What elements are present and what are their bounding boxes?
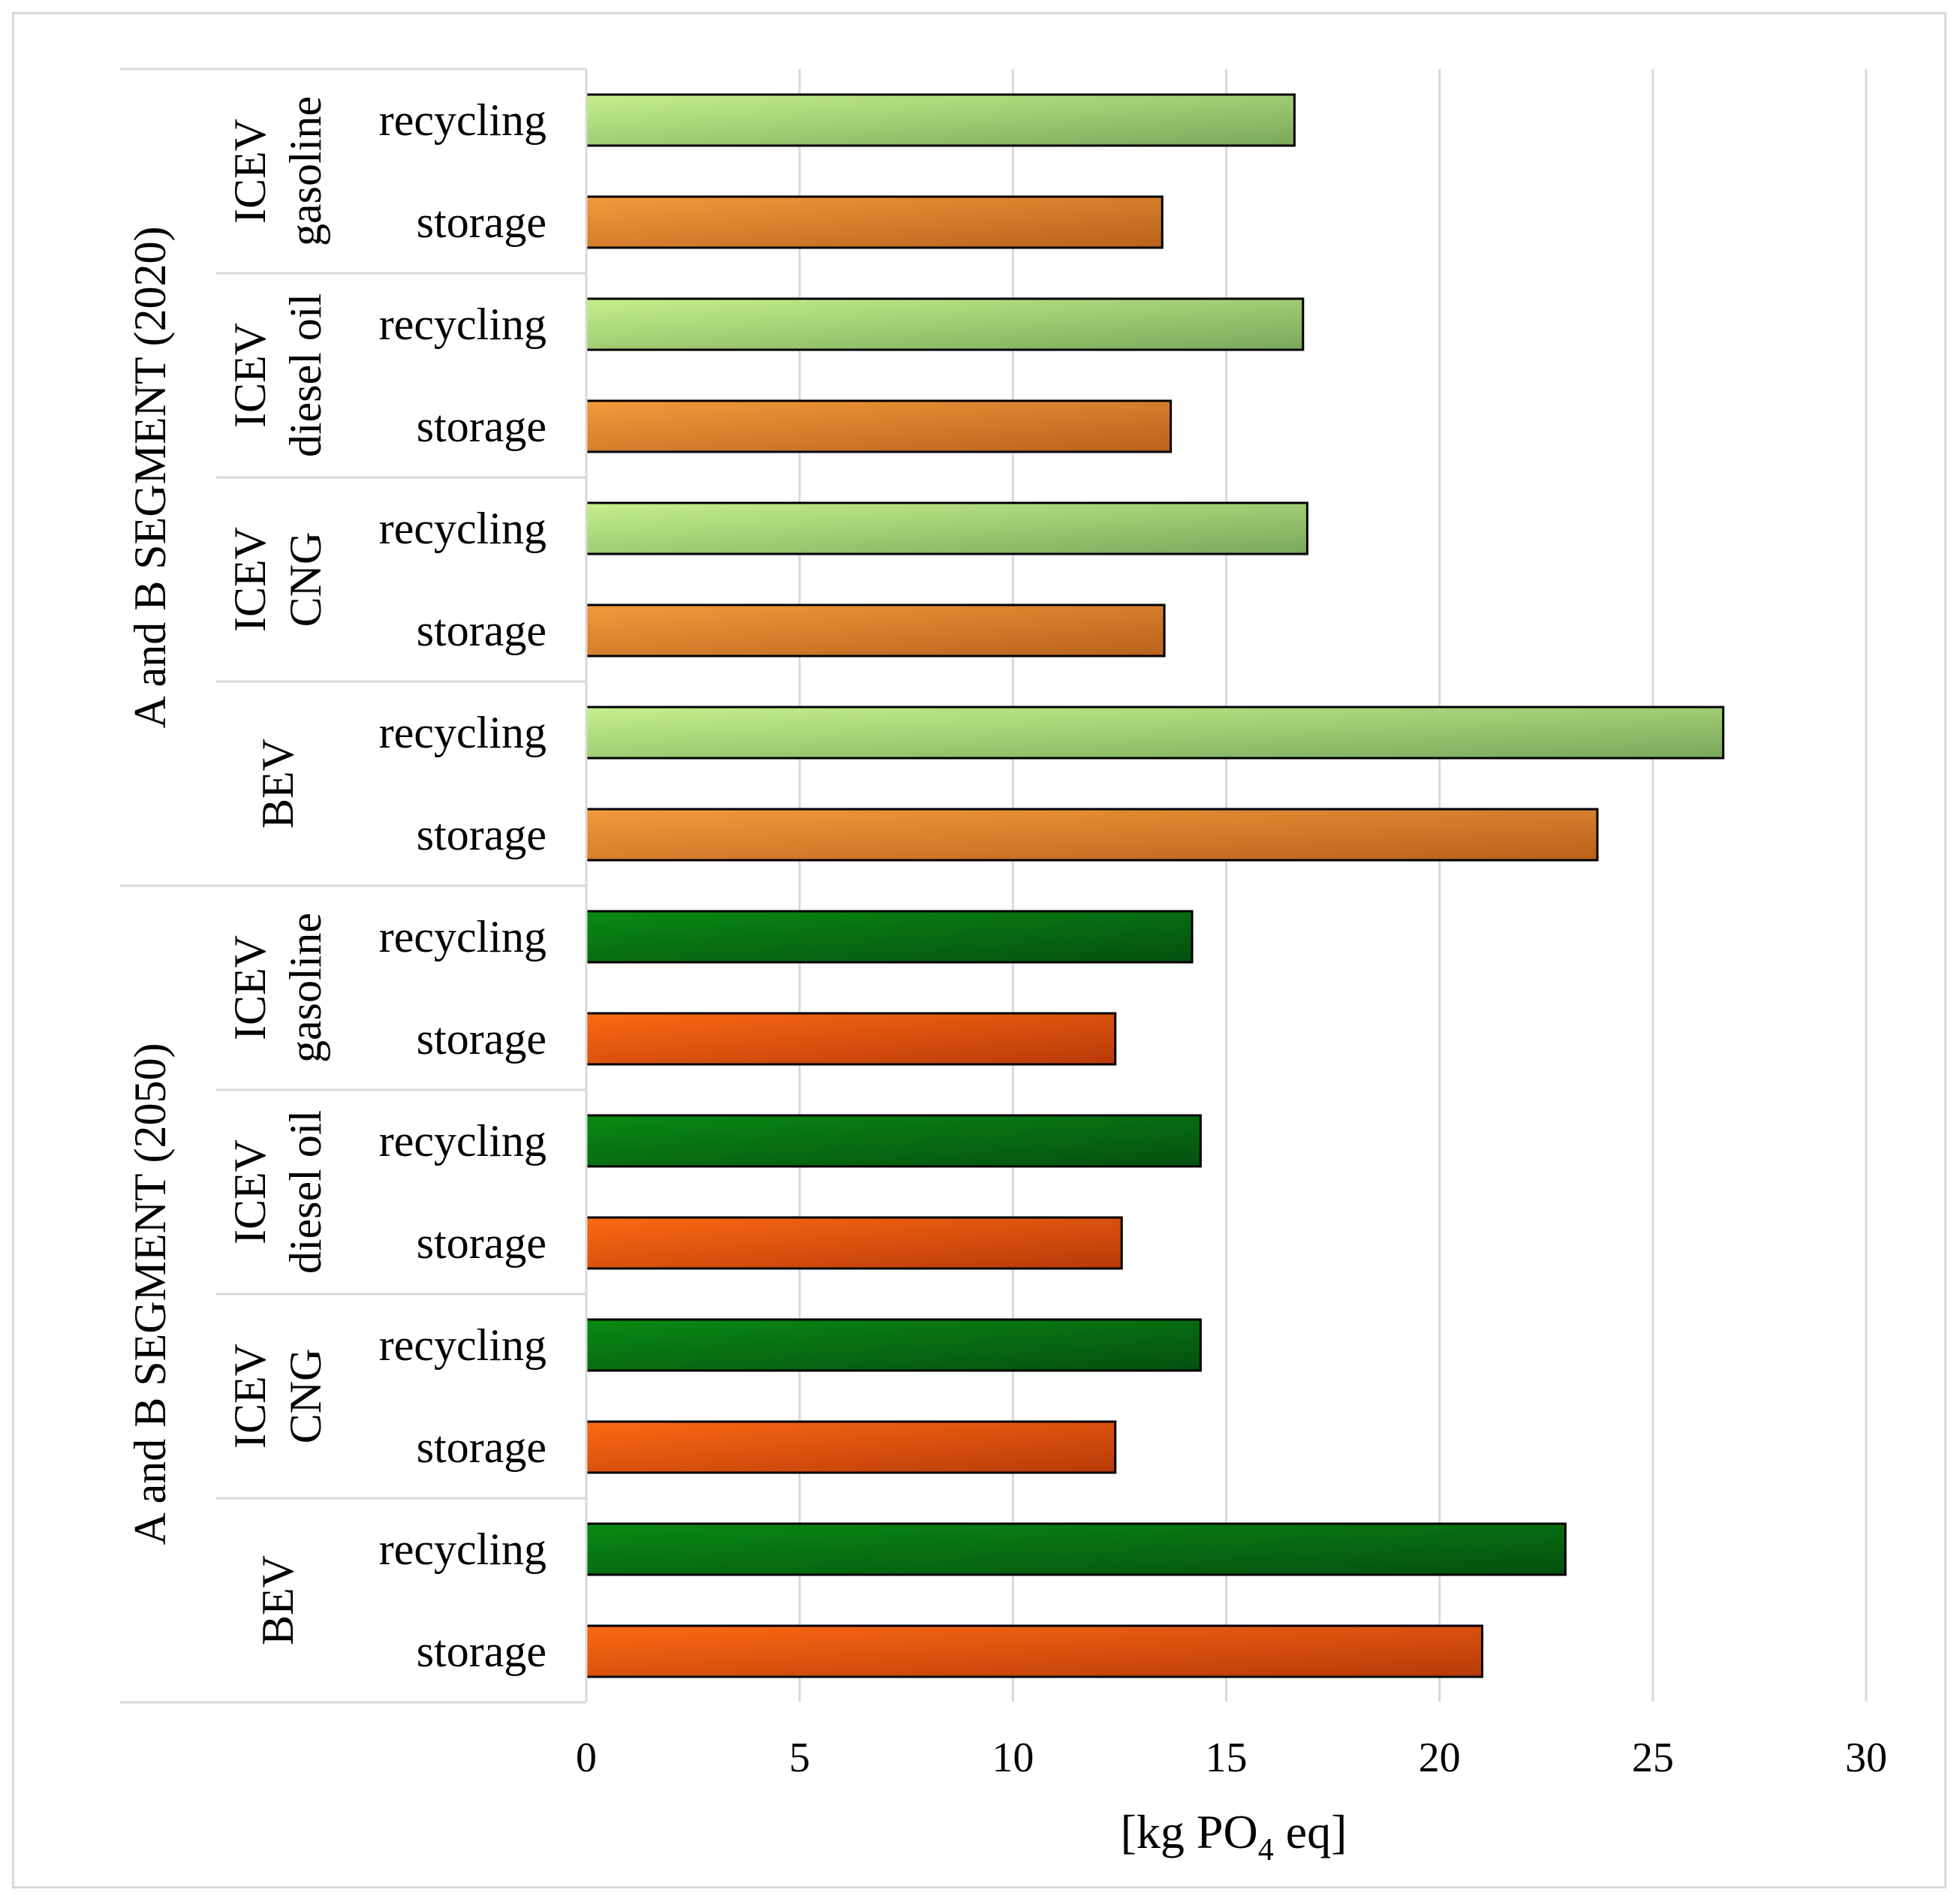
group-label: CNG xyxy=(281,532,330,627)
x-axis-label-suffix: eq] xyxy=(1274,1805,1347,1858)
bar-storage xyxy=(585,1420,1117,1474)
x-axis-label-prefix: [kg PO xyxy=(1121,1805,1258,1858)
category-label: recycling xyxy=(379,912,546,962)
category-label: storage xyxy=(417,810,546,859)
group-label: gasoline xyxy=(281,96,330,246)
bar-storage xyxy=(585,1624,1483,1678)
group-label: BEV xyxy=(253,1555,303,1645)
bar-storage xyxy=(585,808,1599,862)
bar-recycling xyxy=(585,1318,1202,1372)
x-tick-label: 25 xyxy=(1632,1735,1674,1781)
x-tick-label: 20 xyxy=(1419,1735,1461,1781)
category-label: recycling xyxy=(379,1320,546,1370)
x-axis: 0 5 10 15 20 25 30 xyxy=(576,1735,1887,1781)
chart-frame xyxy=(12,12,1946,1888)
category-label: storage xyxy=(417,1014,546,1064)
bar-recycling xyxy=(585,93,1296,147)
segment-label: A and B SEGMENT (2020) xyxy=(125,227,175,729)
group-label: gasoline xyxy=(281,913,330,1063)
group-label: ICEV xyxy=(225,1139,275,1244)
bars xyxy=(585,93,1725,1678)
category-label: recycling xyxy=(379,299,546,349)
bar-recycling xyxy=(585,1522,1567,1576)
category-label: recycling xyxy=(379,708,546,757)
x-tick-label: 10 xyxy=(992,1735,1034,1781)
bar-storage xyxy=(585,399,1173,453)
category-label: storage xyxy=(417,1422,546,1472)
x-axis-label: [kg PO4 eq] xyxy=(1121,1805,1347,1867)
group-label: diesel oil xyxy=(281,293,330,457)
x-tick-label: 15 xyxy=(1206,1735,1248,1781)
segment-label: A and B SEGMENT (2050) xyxy=(125,1043,175,1545)
category-label: storage xyxy=(417,606,546,655)
category-label: recycling xyxy=(379,1116,546,1166)
group-label: ICEV xyxy=(225,527,275,632)
group-label: CNG xyxy=(281,1349,330,1444)
bar-recycling xyxy=(585,1114,1202,1168)
group-label: ICEV xyxy=(225,119,275,224)
bar-storage xyxy=(585,1012,1117,1066)
group-label: BEV xyxy=(253,739,303,829)
x-tick-label: 30 xyxy=(1845,1735,1887,1781)
category-label: recycling xyxy=(379,1524,546,1574)
category-label: recycling xyxy=(379,504,546,553)
x-axis-label-subscript: 4 xyxy=(1258,1833,1274,1867)
group-label: ICEV xyxy=(225,935,275,1040)
group-label: ICEV xyxy=(225,323,275,428)
category-label: storage xyxy=(417,1218,546,1268)
category-label: recycling xyxy=(379,95,546,145)
category-label: storage xyxy=(417,197,546,247)
bar-storage xyxy=(585,1216,1123,1270)
bar-recycling xyxy=(585,501,1308,555)
group-label: ICEV xyxy=(225,1344,275,1449)
group-label: diesel oil xyxy=(281,1110,330,1274)
bar-recycling xyxy=(585,910,1194,964)
bar-recycling xyxy=(585,297,1305,351)
x-tick-label: 0 xyxy=(576,1735,597,1781)
category-label: storage xyxy=(417,402,546,451)
bar-storage xyxy=(585,195,1164,249)
bar-recycling xyxy=(585,706,1725,760)
bar-storage xyxy=(585,603,1166,658)
category-label: storage xyxy=(417,1627,546,1676)
x-tick-label: 5 xyxy=(789,1735,810,1781)
